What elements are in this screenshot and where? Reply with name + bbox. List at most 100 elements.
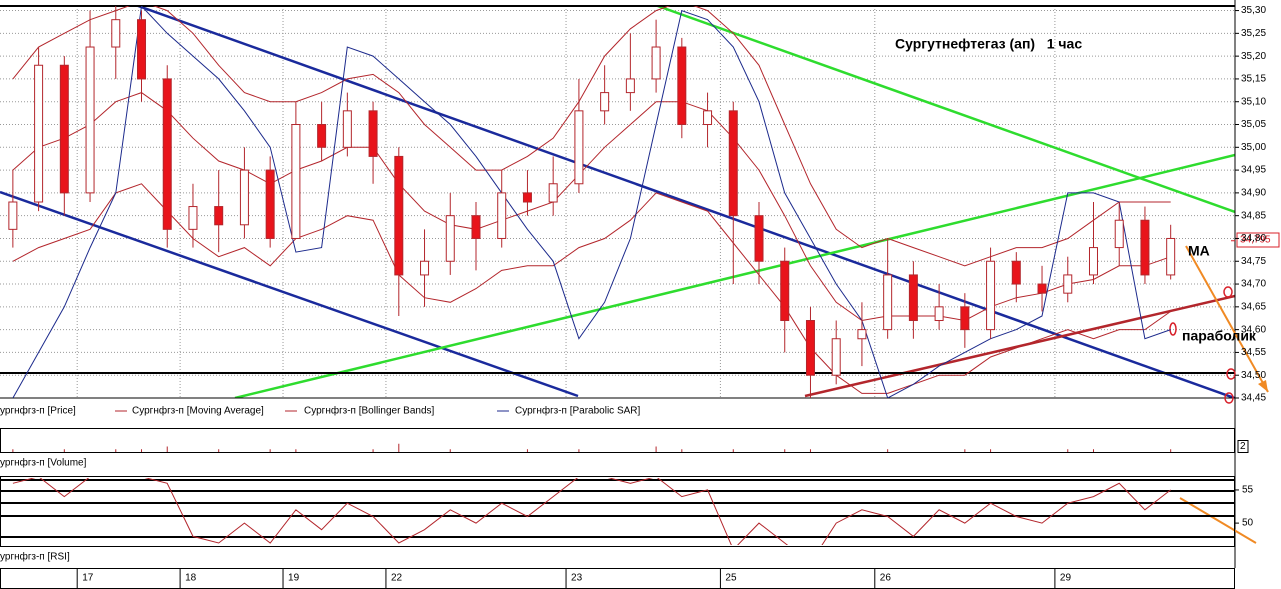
legend-entry: ургнфгз-п [Price]	[0, 405, 76, 417]
bar	[681, 449, 683, 452]
marker	[1223, 286, 1233, 298]
legend: ургнфгз-п [Price] Сургнфгз-п [Moving Ave…	[0, 405, 641, 417]
candle-body	[1037, 283, 1047, 294]
candle-body	[214, 206, 224, 226]
candle-body	[780, 260, 790, 322]
candle-body	[1063, 274, 1073, 294]
candle-body	[111, 19, 121, 48]
bar	[732, 449, 734, 452]
y-tick-label: 34,85	[1241, 210, 1266, 221]
candle-body	[1166, 237, 1176, 276]
support-line	[804, 294, 1235, 398]
y-tick-label: 34,95	[1241, 165, 1266, 176]
y-tick-label: 35,00	[1241, 142, 1266, 153]
x-tick-label: 17	[82, 573, 94, 584]
bar	[449, 449, 451, 452]
y-tick-label: 50	[1242, 518, 1254, 529]
legend-entry: Сургнфгз-п [Moving Average]	[132, 405, 264, 417]
candle-body	[651, 46, 661, 80]
trend-line	[234, 153, 1235, 398]
y-tick-label: 2	[1240, 441, 1246, 452]
candle-body	[291, 124, 301, 239]
candle-body	[831, 338, 841, 376]
candle-body	[1011, 260, 1021, 285]
candle-body	[239, 169, 249, 226]
candle-body	[677, 46, 687, 126]
line	[12, 92, 1171, 322]
candle-body	[368, 110, 378, 157]
legend-entry: Сургнфгз-п [Bollinger Bands]	[304, 405, 435, 417]
candle-body	[754, 215, 764, 262]
bar	[218, 449, 220, 452]
bar	[887, 449, 889, 452]
bar	[295, 449, 297, 452]
channel-line	[0, 190, 579, 398]
rsi-frame	[0, 476, 1235, 547]
candle-body	[986, 260, 996, 331]
y-tick-label: 35,20	[1241, 51, 1266, 62]
trend-lines	[0, 6, 1235, 398]
bar	[1067, 449, 1069, 452]
x-tick-label: 22	[391, 573, 403, 584]
last-price-box	[1236, 232, 1280, 248]
arrow	[1179, 497, 1257, 544]
candle-body	[445, 215, 455, 262]
y-tick-label: 35,05	[1241, 119, 1266, 130]
candle-body	[908, 274, 918, 322]
candle-body	[960, 306, 970, 331]
markers	[1169, 286, 1236, 404]
bar	[166, 446, 168, 452]
candle-body	[548, 183, 558, 203]
bar	[809, 449, 811, 452]
bar	[141, 449, 143, 452]
arrow-head	[1258, 380, 1268, 392]
y-tick-label: 34,80	[1241, 233, 1266, 244]
annotation: параболик	[1182, 328, 1257, 344]
y-tick-box	[1237, 440, 1249, 453]
candle-body	[574, 110, 584, 185]
y-tick-label: 34,70	[1241, 279, 1266, 290]
candle-body	[805, 320, 815, 376]
panel-title: ургнфгз-п [Volume]	[0, 457, 87, 469]
bar	[269, 449, 271, 452]
bar	[526, 449, 528, 452]
y-tick-label: 34,45	[1241, 393, 1266, 404]
candle-body	[1140, 219, 1150, 276]
candle-body	[162, 78, 172, 230]
rsi-levels	[0, 479, 1235, 538]
y-tick-label: 35,30	[1241, 5, 1266, 16]
x-tick-label: 26	[880, 573, 892, 584]
bar	[115, 449, 117, 452]
bar	[1092, 449, 1094, 452]
candle-body	[59, 64, 69, 194]
candle-body	[8, 201, 18, 230]
bar	[964, 449, 966, 452]
last-price: 34,795	[1240, 235, 1271, 246]
candle-body	[137, 19, 147, 80]
line	[12, 478, 1172, 545]
y-tick-label: 34,50	[1241, 370, 1266, 381]
y-tick-label: 34,55	[1241, 347, 1266, 358]
candle-body	[471, 215, 481, 239]
bar	[12, 449, 14, 452]
candle-body	[497, 192, 507, 239]
bar	[784, 449, 786, 452]
candle-body	[317, 124, 327, 148]
bar	[578, 449, 580, 452]
y-tick-label: 35,15	[1241, 74, 1266, 85]
marker	[1169, 322, 1177, 336]
chart-title: Сургутнефтегаз (ап) 1 час	[895, 36, 1082, 52]
candle-body	[394, 155, 404, 276]
x-tick-label: 25	[725, 573, 737, 584]
line	[12, 6, 1171, 267]
marker	[1224, 392, 1234, 404]
x-tick-label: 18	[185, 573, 197, 584]
bar	[398, 443, 400, 452]
y-tick-label: 34,90	[1241, 188, 1266, 199]
candle-body	[728, 110, 738, 217]
candle-body	[883, 274, 893, 331]
bar	[655, 446, 657, 452]
candle-body	[420, 260, 430, 276]
